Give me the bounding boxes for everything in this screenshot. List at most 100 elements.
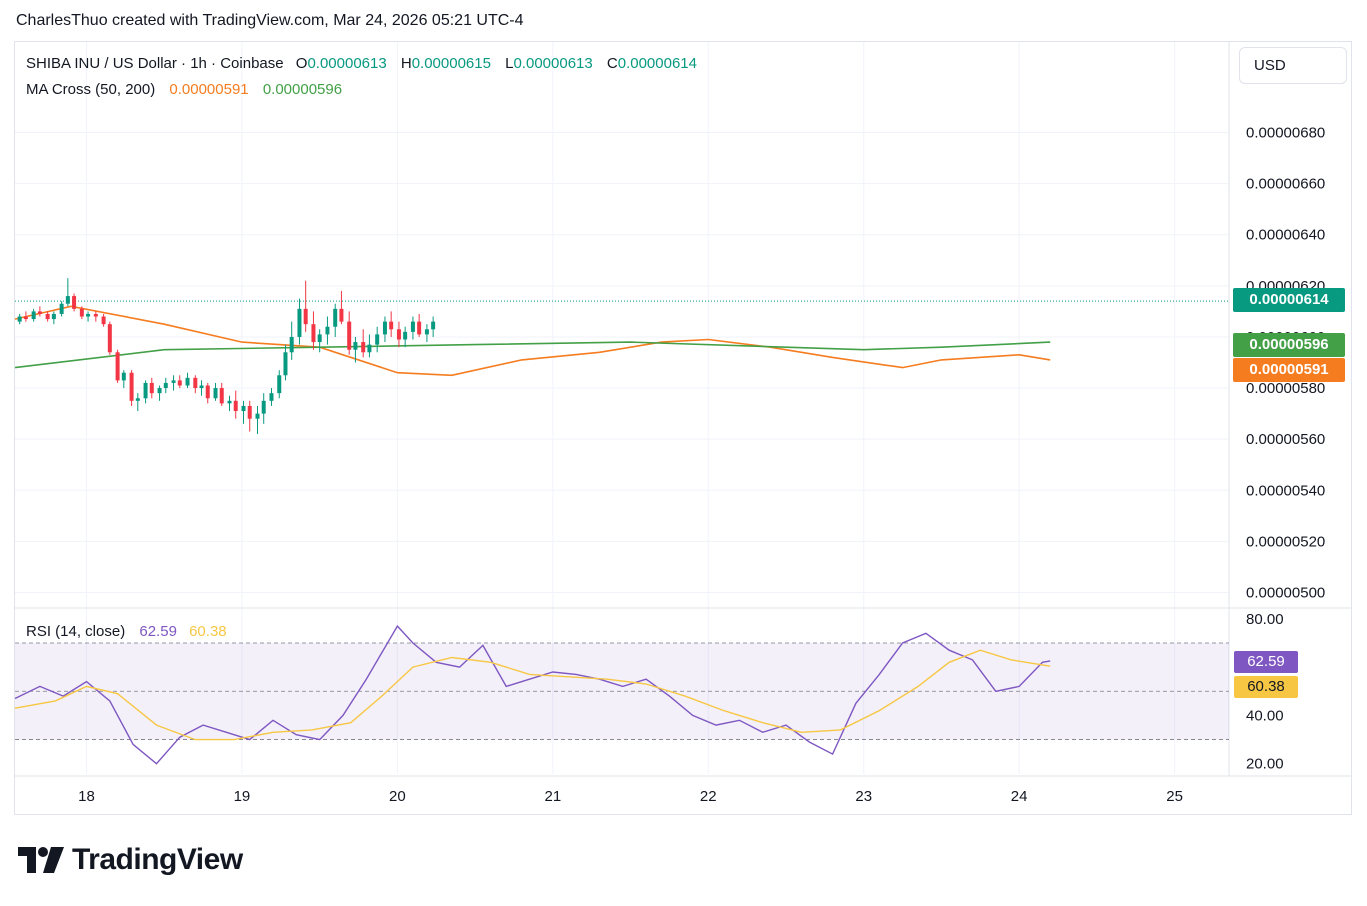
candle-body: [241, 405, 246, 412]
candle-body: [396, 329, 401, 340]
candle-body: [233, 400, 238, 412]
rsi-value: 62.59: [139, 623, 177, 640]
close-value: 0.00000614: [617, 55, 697, 72]
rsi-value-tag: 62.59: [1234, 651, 1298, 673]
candle-body: [205, 385, 210, 399]
candle-body: [79, 308, 84, 317]
symbol-name: SHIBA INU / US Dollar · 1h · Coinbase: [26, 55, 284, 72]
chart-frame: [14, 41, 1352, 815]
last-price-tag: 0.00000614: [1233, 288, 1345, 312]
candle-body: [23, 316, 28, 320]
time-tick-label: 22: [700, 788, 717, 805]
price-tick-label: 0.00000680: [1246, 125, 1325, 142]
candle-body: [424, 329, 429, 335]
candle-body: [163, 382, 168, 389]
rsi-tick-label: 40.00: [1246, 707, 1284, 724]
attribution-text: CharlesThuo created with TradingView.com…: [16, 12, 524, 29]
time-tick-label: 23: [855, 788, 872, 805]
candle-body: [317, 334, 322, 343]
candle-body: [403, 331, 408, 340]
candle-body: [303, 308, 308, 325]
candle-body: [157, 388, 162, 394]
high-key: H: [400, 55, 412, 72]
open-key: O: [295, 55, 308, 72]
candle-body: [283, 352, 288, 376]
ma50-price-tag: 0.00000591: [1233, 358, 1345, 382]
candle-body: [375, 334, 380, 345]
time-tick-label: 21: [544, 788, 561, 805]
time-tick-label: 18: [78, 788, 95, 805]
candle-body: [45, 313, 50, 320]
candle-body: [59, 303, 64, 314]
low-value: 0.00000613: [513, 55, 593, 72]
tradingview-logo-icon: [18, 847, 64, 873]
rsi-indicator-name: RSI (14, close): [26, 623, 126, 640]
rsi-tick-label: 20.00: [1246, 756, 1284, 773]
candle-body: [143, 382, 148, 399]
close-key: C: [606, 55, 618, 72]
price-tick-label: 0.00000660: [1246, 176, 1325, 193]
ma50-value: 0.00000591: [169, 81, 249, 98]
price-tick-label: 0.00000580: [1246, 380, 1325, 397]
candle-body: [115, 352, 120, 381]
low-key: L: [505, 55, 514, 72]
ma200-price-tag: 0.00000596: [1233, 333, 1345, 357]
candle-body: [177, 380, 182, 386]
time-tick-label: 20: [389, 788, 406, 805]
price-tick-label: 0.00000520: [1246, 533, 1325, 550]
price-tick-label: 0.00000500: [1246, 584, 1325, 601]
candle-body: [149, 382, 154, 394]
candle-body: [129, 372, 134, 401]
candle-body: [389, 321, 394, 330]
candle-body: [410, 321, 415, 332]
candle-body: [361, 342, 366, 353]
time-tick-label: 25: [1166, 788, 1183, 805]
candle-body: [339, 308, 344, 322]
candle-body: [255, 413, 260, 419]
candle-body: [333, 308, 338, 327]
candle-body: [347, 321, 352, 350]
rsi-legend: RSI (14, close) 62.59 60.38: [26, 623, 231, 640]
ma200-value: 0.00000596: [262, 81, 343, 98]
tradingview-logo[interactable]: TradingView: [18, 843, 243, 877]
candle-body: [219, 388, 224, 404]
candle-body: [297, 308, 302, 337]
candle-body: [269, 393, 274, 401]
time-tick-label: 19: [234, 788, 251, 805]
currency-button[interactable]: USD: [1239, 47, 1347, 84]
ma-indicator-name: MA Cross (50, 200): [26, 81, 156, 98]
brand-name: TradingView: [72, 843, 243, 876]
candle-body: [311, 324, 316, 343]
candle-body: [213, 388, 218, 399]
open-value: 0.00000613: [307, 55, 387, 72]
time-tick-label: 24: [1011, 788, 1028, 805]
candle-body: [261, 400, 266, 414]
candle-body: [367, 344, 372, 353]
candle-body: [37, 311, 42, 314]
candle-body: [107, 324, 112, 353]
candle-body: [199, 385, 204, 389]
candle-body: [135, 398, 140, 401]
price-tick-label: 0.00000540: [1246, 482, 1325, 499]
candle-body: [101, 316, 106, 325]
candle-body: [51, 313, 56, 320]
candle-body: [121, 372, 126, 381]
symbol-legend: SHIBA INU / US Dollar · 1h · Coinbase O0…: [26, 55, 707, 72]
price-tick-label: 0.00000560: [1246, 431, 1325, 448]
candle-body: [17, 316, 22, 322]
candle-body: [247, 405, 252, 419]
candle-body: [289, 336, 294, 353]
candle-body: [277, 375, 282, 394]
candle-body: [382, 321, 387, 335]
rsi-ma-value-tag: 60.38: [1234, 676, 1298, 698]
candle-body: [65, 296, 70, 304]
candle-body: [431, 321, 436, 330]
high-value: 0.00000615: [411, 55, 491, 72]
rsi-ma-value: 60.38: [189, 623, 227, 640]
ma200-line: [14, 341, 1051, 369]
candle-body: [193, 377, 198, 389]
candle-body: [31, 311, 36, 320]
candle-body: [171, 380, 176, 383]
candle-body: [353, 342, 358, 350]
